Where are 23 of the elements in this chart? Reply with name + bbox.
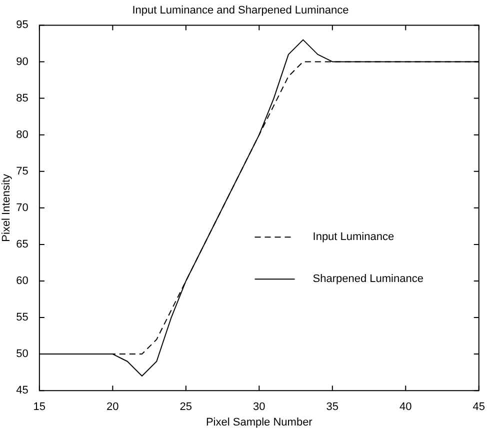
x-tick-label: 45 [472, 401, 486, 414]
x-tick-label: 35 [326, 401, 339, 414]
x-tick-label: 15 [33, 401, 46, 414]
y-tick-label: 95 [16, 19, 28, 32]
y-tick-label: 50 [16, 348, 28, 360]
y-tick-label: 60 [16, 275, 28, 288]
x-tick-label: 20 [106, 401, 119, 414]
y-tick-label: 70 [16, 202, 28, 214]
y-tick-label: 45 [16, 384, 28, 397]
y-tick-label: 85 [16, 92, 28, 104]
legend-label: Input Luminance [312, 231, 394, 244]
y-tick-label: 90 [16, 56, 28, 68]
y-tick-label: 75 [16, 165, 28, 178]
x-axis-title: Pixel Sample Number [206, 416, 313, 428]
y-tick-label: 65 [16, 238, 28, 250]
y-axis-title: Pixel Intensity [0, 173, 13, 242]
y-tick-label: 55 [16, 312, 28, 324]
x-tick-label: 25 [180, 401, 192, 414]
y-tick-label: 80 [16, 128, 28, 141]
x-tick-label: 30 [253, 401, 266, 414]
chart-title: Input Luminance and Sharpened Luminance [132, 4, 349, 17]
legend-label: Sharpened Luminance [312, 273, 424, 286]
x-tick-label: 40 [400, 401, 412, 414]
